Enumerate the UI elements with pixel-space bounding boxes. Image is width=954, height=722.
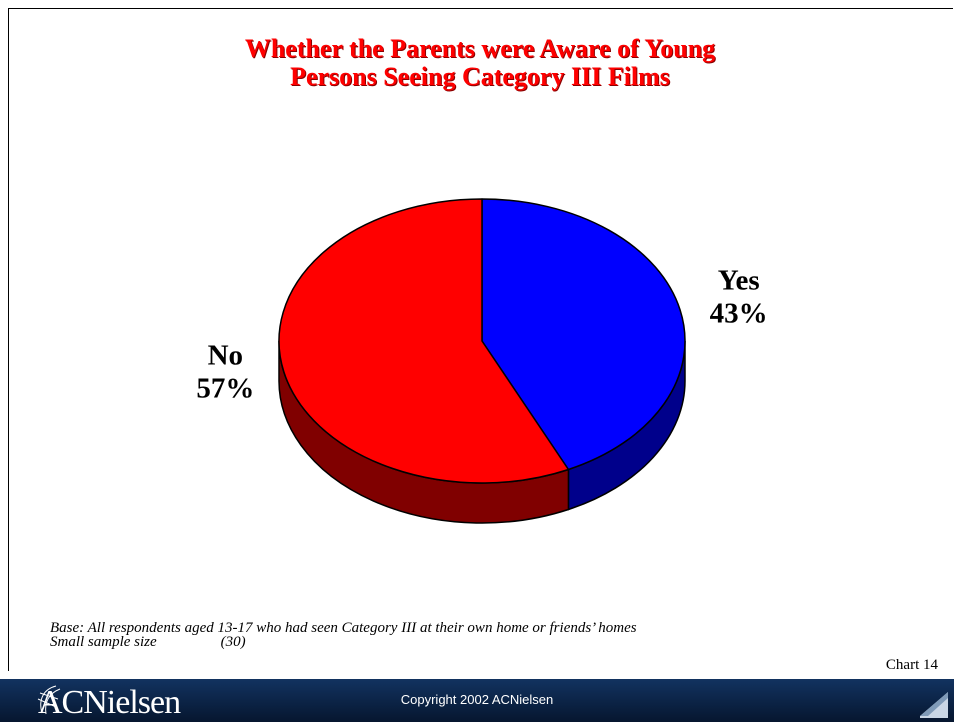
sample-size-label: Small sample size <box>50 634 157 650</box>
slice-category-yes: Yes <box>718 264 760 296</box>
slice-label-no: No 57% <box>196 340 254 405</box>
chart-number: Chart 14 <box>885 657 938 673</box>
chart-title-line-2: Persons Seeing Category III Films <box>290 62 670 91</box>
acnielsen-logo: ACNielsen <box>38 684 181 721</box>
chart-title-line-1: Whether the Parents were Aware of Young <box>244 34 716 63</box>
slice-label-yes: Yes 43% <box>710 264 768 329</box>
globe-logo-icon <box>37 685 61 715</box>
copyright-text: Copyright 2002 ACNielsen <box>400 692 554 707</box>
footer-bar <box>0 679 954 722</box>
sample-size-note: Small sample size (30) <box>50 634 637 650</box>
sample-count: (30) <box>220 634 246 650</box>
pie-slice-yes <box>481 198 686 471</box>
slice-percent-no: 57% <box>196 373 254 405</box>
pie-chart: Yes 43% No 57% <box>196 198 768 524</box>
slide-frame <box>8 8 953 671</box>
chart-title: Whether the Parents were Aware of Young … <box>100 35 860 91</box>
base-description: Base: All respondents aged 13-17 who had… <box>50 620 637 636</box>
pie-slice-no <box>278 198 570 484</box>
corner-logo-icon <box>920 692 948 718</box>
slice-category-no: No <box>208 340 243 372</box>
base-footnote: Base: All respondents aged 13-17 who had… <box>50 620 637 650</box>
slice-percent-yes: 43% <box>710 297 768 329</box>
